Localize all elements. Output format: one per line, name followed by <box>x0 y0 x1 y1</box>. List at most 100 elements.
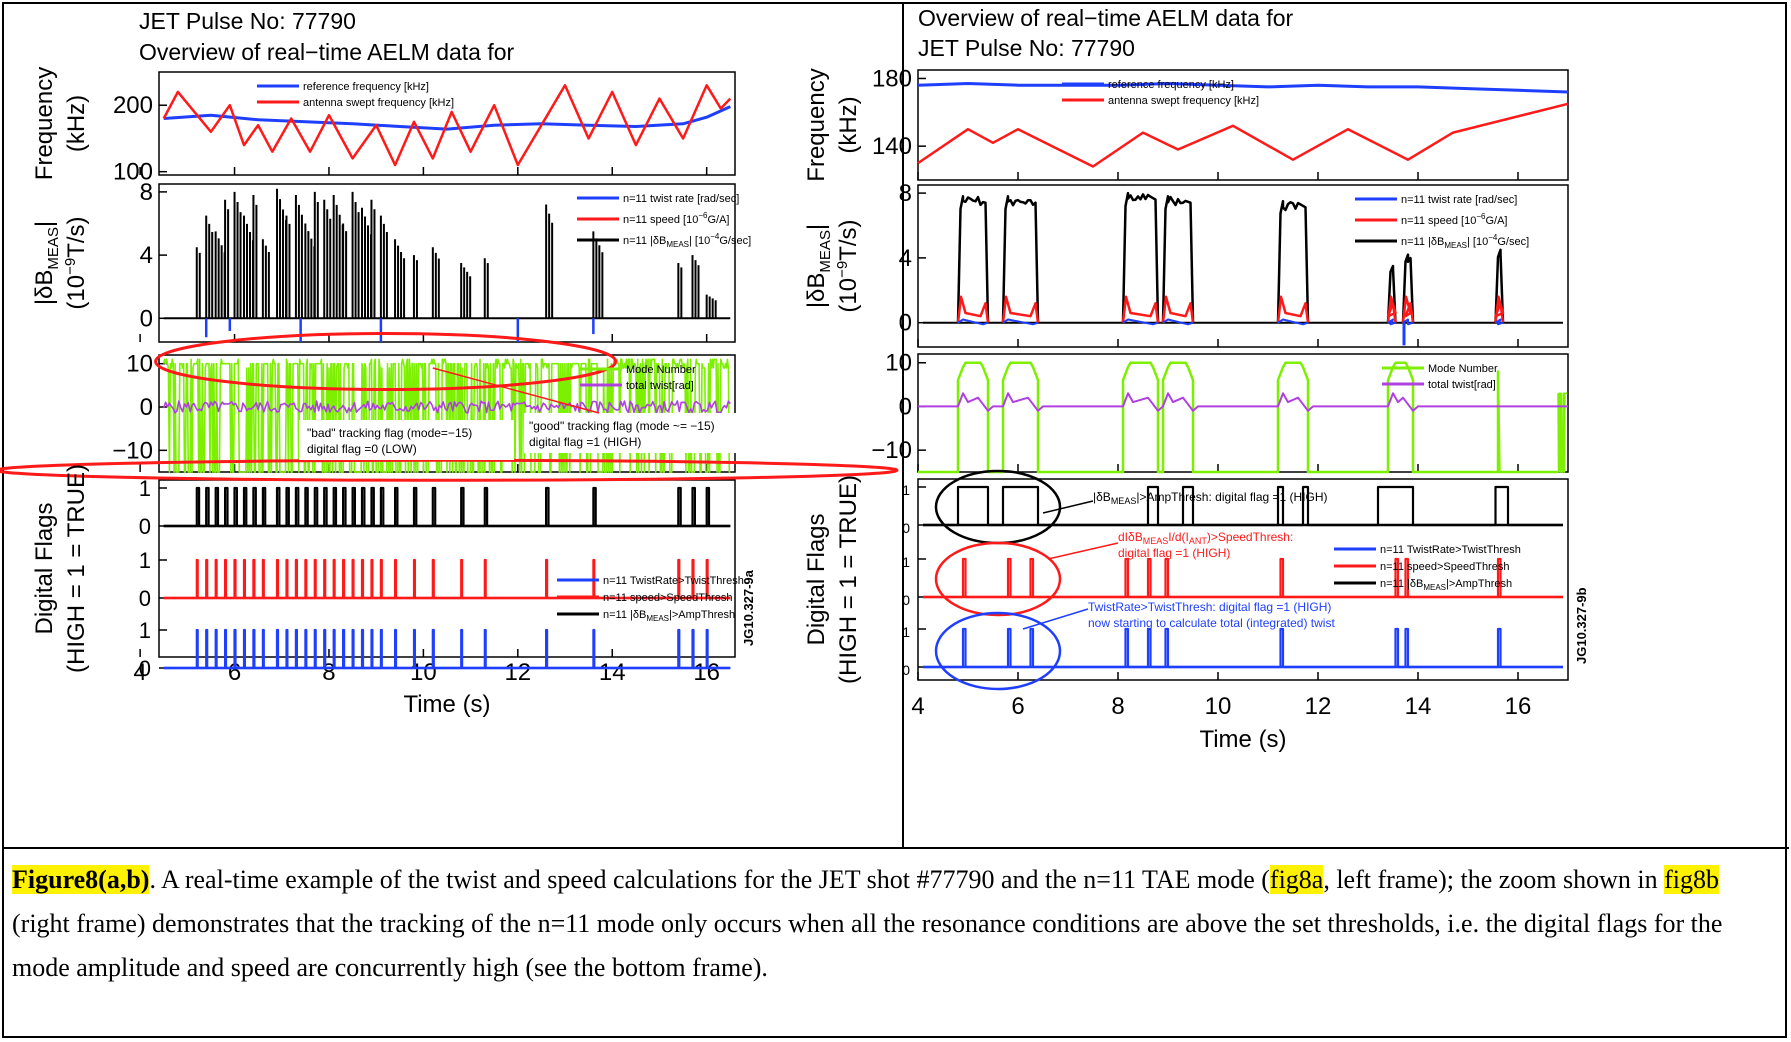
annotation-bad-text: "bad" tracking flag (mode=−15) <box>307 426 472 440</box>
legend-label: n=11 TwistRate>TwistThresh <box>603 575 744 587</box>
caption-text-3: (right frame) demonstrates that the trac… <box>12 909 1723 982</box>
legend-label: n=11 |δBMEAS| [10−4G/sec] <box>623 232 751 249</box>
twist-rate-trace <box>1387 318 1396 326</box>
amplitude-burst <box>1401 253 1415 323</box>
legend-label: total twist[rad] <box>626 380 694 392</box>
plot-frame-dbmeas <box>158 183 736 343</box>
title-line-1: JET Pulse No: 77790 <box>139 8 356 34</box>
antenna-frequency-line <box>917 102 1569 168</box>
legend-label: reference frequency [kHz] <box>1108 79 1234 91</box>
x-tick-label: 14 <box>1405 693 1432 720</box>
y-axis-label: (10−9T/s) <box>62 216 90 309</box>
speed-bump <box>1276 295 1310 323</box>
x-tick-label: 12 <box>1305 693 1332 720</box>
y-tick-label: 0 <box>902 662 910 678</box>
y-tick-label: −10 <box>871 437 912 464</box>
y-tick-label: 100 <box>113 159 153 186</box>
legend-label: n=11 speed>SpeedThresh <box>603 592 732 604</box>
annotation-bad-box <box>299 420 514 460</box>
y-tick-label: 1 <box>902 482 910 498</box>
x-tick-label: 10 <box>1205 693 1232 720</box>
y-tick-label: 0 <box>139 656 151 681</box>
amplitude-burst <box>1276 199 1310 323</box>
plot-frame-frequency <box>917 69 1569 181</box>
twist-rate-trace <box>1277 318 1309 326</box>
x-tick-label: 16 <box>1505 693 1532 720</box>
y-tick-label: 0 <box>899 310 912 337</box>
x-tick-label: 6 <box>1011 693 1024 720</box>
legend-label: n=11 |δBMEAS|>AmpThresh <box>603 609 735 623</box>
twist-rate-trace <box>957 318 989 326</box>
x-tick-label: 14 <box>599 659 626 686</box>
y-axis-label: |δBMEAS| <box>31 221 62 305</box>
speed-flag-ellipse <box>934 541 1062 617</box>
twist-rate-trace <box>1494 318 1504 326</box>
legend-label: n=11 speed>SpeedThresh <box>1380 561 1509 573</box>
y-axis-label: (kHz) <box>63 95 90 152</box>
y-tick-label: 0 <box>140 305 153 332</box>
y-tick-label: 0 <box>902 520 910 536</box>
plot-frame-frequency <box>158 71 736 176</box>
y-tick-label: 8 <box>140 179 153 206</box>
speed-bump <box>1161 295 1195 323</box>
twist-rate-trace <box>1002 318 1039 326</box>
speed-bump <box>1494 295 1505 323</box>
annotation-amplitude-text: |δBMEAS|>AmpThresh: digital flag =1 (HIG… <box>1093 490 1328 506</box>
caption-ref-fig8b: fig8b <box>1664 865 1720 894</box>
y-axis-label: Digital Flags <box>31 502 58 634</box>
vertical-divider <box>902 4 904 847</box>
legend-label: Mode Number <box>1428 363 1498 375</box>
legend-label: n=11 |δBMEAS|>AmpThresh <box>1380 578 1512 592</box>
twist-flag-ellipse <box>934 611 1062 691</box>
annotation-good-text: digital flag =1 (HIGH) <box>529 435 641 449</box>
y-tick-label: 0 <box>139 514 151 539</box>
total-twist-trace <box>918 392 1568 412</box>
annotation-bad-text: digital flag =0 (LOW) <box>307 442 417 456</box>
twist-rate-trace <box>1122 318 1159 326</box>
x-tick-label: 12 <box>504 659 531 686</box>
good-tracking-ellipse <box>154 332 618 391</box>
y-tick-label: 10 <box>126 351 153 378</box>
panel-8b: Overview of real−time AELM data for JET … <box>803 5 1589 753</box>
amplitude-flag-trace <box>163 486 731 528</box>
legend-label: antenna swept frequency [kHz] <box>303 97 454 109</box>
legend-label: n=11 |δBMEAS| [10−4G/sec] <box>1401 233 1529 250</box>
y-tick-label: 4 <box>140 242 153 269</box>
y-tick-label: 1 <box>902 554 910 570</box>
twist-flag-trace <box>163 628 731 670</box>
y-tick-label: 200 <box>113 92 153 119</box>
y-tick-label: 0 <box>902 592 910 608</box>
caption-text-2: , left frame); the zoom shown in <box>1323 865 1665 894</box>
panel-title: Overview of real−time AELM data for JET … <box>918 5 1294 61</box>
legend-label: n=11 twist rate [rad/sec] <box>1401 194 1517 206</box>
legend-label: Mode Number <box>626 364 696 376</box>
annotation-speed-text: dIδBMEASI/d(IANT)>SpeedThresh: <box>1118 530 1293 546</box>
amplitude-flag-trace <box>923 485 1563 527</box>
y-tick-label: 1 <box>902 624 910 640</box>
amplitude-burst <box>956 195 990 323</box>
legend-label: total twist[rad] <box>1428 379 1496 391</box>
caption-ref-fig8a: fig8a <box>1269 865 1324 894</box>
speed-bump <box>1401 295 1415 323</box>
y-tick-label: 4 <box>899 245 912 272</box>
y-tick-label: 1 <box>139 618 151 643</box>
figure-id-label: JG10.327-9b <box>1574 587 1589 664</box>
annotation-arrow <box>1042 500 1094 514</box>
x-axis-label: Time (s) <box>1199 726 1286 753</box>
legend-label: n=11 TwistRate>TwistThresh <box>1380 544 1521 556</box>
annotation-arrow <box>1047 542 1119 560</box>
mode-number-noise <box>1557 392 1568 473</box>
x-tick-label: 6 <box>228 659 241 686</box>
figure-caption: Figure8(a,b). A real-time example of the… <box>12 858 1772 990</box>
legend-label: n=11 speed [10−6G/A] <box>1401 212 1507 227</box>
amplitude-burst <box>1494 248 1505 323</box>
annotation-speed-text: digital flag =1 (HIGH) <box>1118 546 1230 560</box>
x-tick-label: 4 <box>911 693 924 720</box>
y-tick-label: 1 <box>139 548 151 573</box>
mode-number-trace <box>162 358 731 473</box>
speed-bump <box>1001 295 1040 323</box>
speed-flag-trace <box>923 557 1563 599</box>
amplitude-burst <box>1386 264 1397 323</box>
x-axis-label: Time (s) <box>403 691 490 718</box>
